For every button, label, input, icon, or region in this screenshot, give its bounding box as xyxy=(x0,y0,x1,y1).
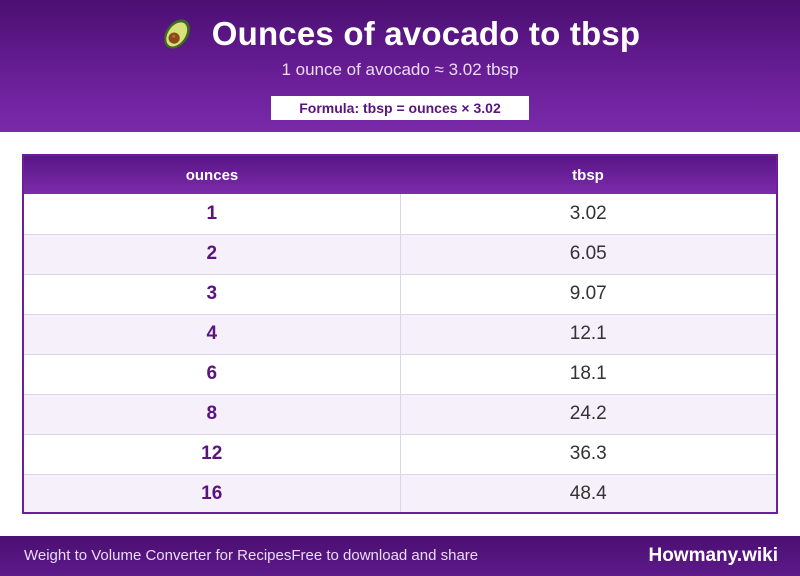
footer-bar: Weight to Volume Converter for RecipesFr… xyxy=(0,536,800,576)
ounces-cell: 1 xyxy=(24,194,401,235)
table-row: 3 9.07 xyxy=(24,274,776,315)
ounces-cell: 16 xyxy=(24,474,401,512)
table-row: 12 36.3 xyxy=(24,434,776,475)
tbsp-cell: 6.05 xyxy=(400,234,776,275)
table-row: 16 48.4 xyxy=(24,474,776,512)
table-header-row: ounces tbsp xyxy=(24,156,776,194)
page-subtitle: 1 ounce of avocado ≈ 3.02 tbsp xyxy=(281,60,519,79)
table-row: 6 18.1 xyxy=(24,354,776,395)
footer-tagline: Weight to Volume Converter for RecipesFr… xyxy=(24,547,479,564)
header-banner: Ounces of avocado to tbsp 1 ounce of avo… xyxy=(0,0,800,132)
formula-badge: Formula: tbsp = ounces × 3.02 xyxy=(271,96,529,120)
ounces-cell: 12 xyxy=(24,434,401,475)
page-title: Ounces of avocado to tbsp xyxy=(211,15,641,52)
ounces-cell: 2 xyxy=(24,234,401,275)
table-row: 4 12.1 xyxy=(24,314,776,355)
table-header: ounces tbsp xyxy=(24,156,776,194)
table-row: 2 6.05 xyxy=(24,234,776,275)
title-row: Ounces of avocado to tbsp xyxy=(0,14,800,54)
tbsp-cell: 48.4 xyxy=(400,474,776,512)
conversion-table-grid: ounces tbsp 1 3.02 2 6.05 3 9.07 4 12.1 xyxy=(24,156,776,512)
tbsp-cell: 3.02 xyxy=(400,194,776,235)
table-row: 8 24.2 xyxy=(24,394,776,435)
tbsp-cell: 9.07 xyxy=(400,274,776,315)
tbsp-cell: 12.1 xyxy=(400,314,776,355)
conversion-table: ounces tbsp 1 3.02 2 6.05 3 9.07 4 12.1 xyxy=(22,154,778,514)
tbsp-cell: 36.3 xyxy=(400,434,776,475)
tbsp-cell: 24.2 xyxy=(400,394,776,435)
ounces-cell: 6 xyxy=(24,354,401,395)
avocado-icon xyxy=(160,16,194,52)
ounces-cell: 3 xyxy=(24,274,401,315)
column-header-tbsp: tbsp xyxy=(400,156,776,194)
footer-brand-logo[interactable]: Howmany.wiki xyxy=(648,545,778,566)
tbsp-cell: 18.1 xyxy=(400,354,776,395)
table-row: 1 3.02 xyxy=(24,194,776,235)
column-header-ounces: ounces xyxy=(24,156,400,194)
table-body: 1 3.02 2 6.05 3 9.07 4 12.1 6 18.1 8 24.… xyxy=(24,194,776,512)
ounces-cell: 8 xyxy=(24,394,401,435)
ounces-cell: 4 xyxy=(24,314,401,355)
